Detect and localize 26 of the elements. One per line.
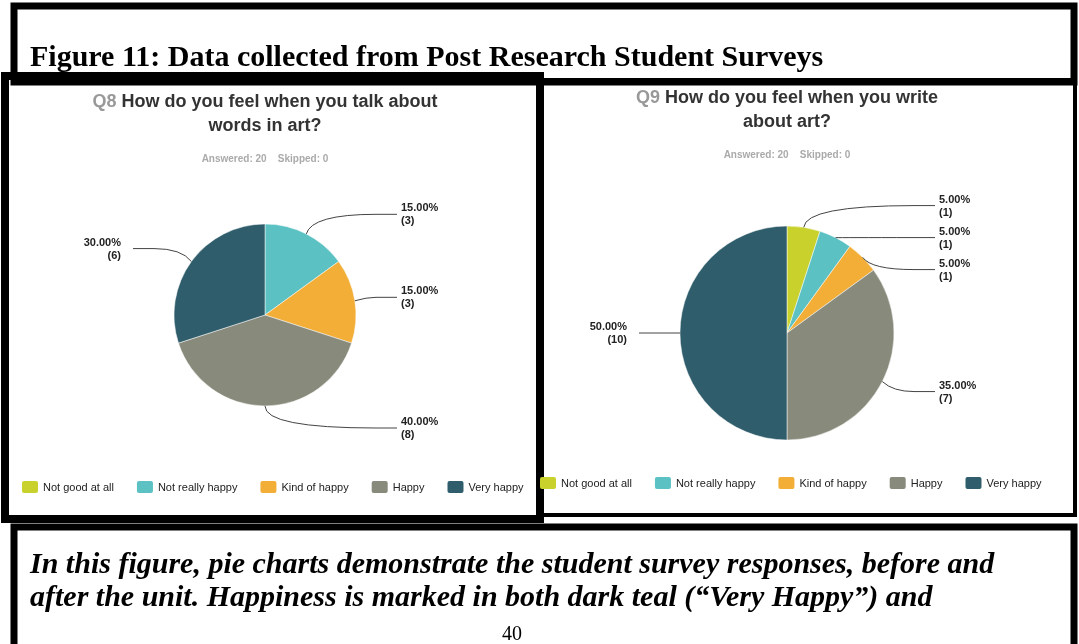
chart-subtitle: Answered: 20 Skipped: 0 — [201, 153, 329, 164]
chart-title: Q8 How do you feel when you talk about words in art? — [92, 91, 438, 135]
data-label: 15.00% (3) — [401, 284, 439, 310]
data-label: 50.00% (10) — [589, 320, 628, 345]
data-label: 15.00% (3) — [401, 201, 439, 227]
legend-label: Not good at all — [43, 481, 114, 493]
caption: Figure 11: Data collected from Post Research Student Surveys — [30, 39, 824, 72]
data-label: 35.00% (7) — [939, 378, 977, 404]
legend-label: Kind of happy — [799, 477, 868, 489]
legend-label: Not really happy — [675, 477, 756, 489]
chart-subtitle: Answered: 20 Skipped: 0 — [723, 149, 851, 160]
legend-label: Happy — [910, 477, 943, 489]
data-label: 5.00% (1) — [939, 192, 971, 218]
legend-label: Very happy — [468, 481, 525, 493]
legend-label: Not good at all — [561, 477, 632, 489]
data-label: 40.00% (8) — [401, 415, 439, 440]
data-label: 5.00% (1) — [939, 224, 971, 250]
legend-label: Very happy — [986, 477, 1043, 489]
data-label: 30.00% (6) — [83, 235, 122, 261]
text: 40 — [502, 622, 522, 644]
chart-title: Q9 How do you feel when you write about art? — [635, 87, 939, 131]
data-label: 5.00% (1) — [939, 256, 971, 282]
legend-label: Happy — [392, 481, 425, 493]
legend-label: Kind of happy — [281, 481, 350, 493]
text: In this figure, pie charts demonstrate the student survey responses, before and after the unit. Happiness is marked in both dark teal (“Very Happy”) and — [29, 546, 996, 613]
legend-label: Not really happy — [157, 481, 238, 493]
